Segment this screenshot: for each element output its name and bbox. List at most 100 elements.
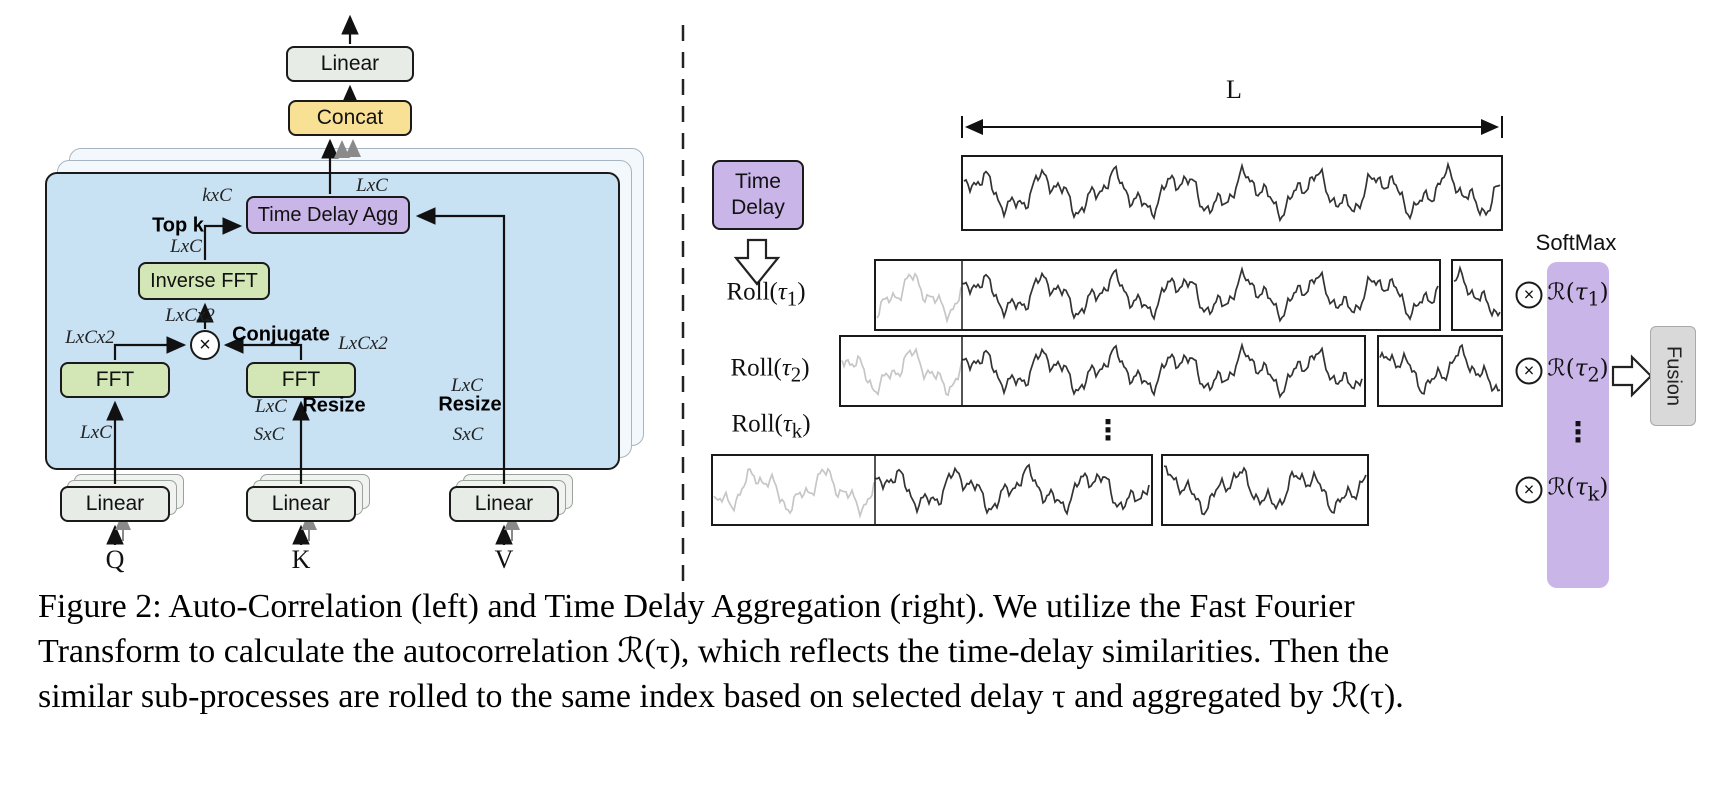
weights-ellipsis: ⋮ xyxy=(1564,416,1592,448)
caption-line-3: similar sub-processes are rolled to the … xyxy=(38,678,1404,715)
label-lxc-ifft: LxC xyxy=(170,236,202,257)
tau-subscript: 1 xyxy=(1587,287,1600,311)
waveform-path xyxy=(841,347,963,397)
weight-multiply-node-2: × xyxy=(1515,357,1543,385)
label-conjugate: Conjugate xyxy=(232,323,330,346)
concat-box: Concat xyxy=(288,100,412,136)
output-linear-box: Linear xyxy=(286,46,414,82)
label-sxc-k: SxC xyxy=(253,424,285,445)
softmax-label: SoftMax xyxy=(1535,230,1617,255)
query-label: Q xyxy=(105,545,125,574)
length-label: L xyxy=(1226,75,1242,104)
paren: ) xyxy=(1599,474,1609,501)
tau-subscript: 1 xyxy=(786,286,798,311)
fftq-to-mult-arrow xyxy=(113,336,187,360)
label-lxc-q: LxC xyxy=(80,422,112,443)
roll-word: Roll( xyxy=(726,278,778,306)
tau-symbol: τ xyxy=(782,410,792,438)
roll-word: Roll( xyxy=(730,354,782,382)
value-label: V xyxy=(494,545,514,574)
autocorrelation-weight-1: ℛ(τ1) xyxy=(1547,280,1608,311)
waveform-path xyxy=(961,341,1363,399)
label-top-k: Top k xyxy=(152,214,204,237)
label-lxc-output: LxC xyxy=(356,175,388,196)
inverse-fft-box: Inverse FFT xyxy=(138,262,270,300)
paren: ) xyxy=(801,354,810,382)
roll-label-1: Roll(τ1) xyxy=(726,279,805,312)
r-word: ℛ( xyxy=(1547,355,1575,382)
topk-arrow xyxy=(203,217,243,260)
paren: ) xyxy=(797,278,806,306)
label-sxc-v: SxC xyxy=(452,424,484,445)
series-box xyxy=(961,155,1503,231)
time-delay-agg-box: Time Delay Agg xyxy=(246,196,410,234)
paren: ) xyxy=(1599,355,1609,382)
tau-symbol: τ xyxy=(781,354,791,382)
label-lxc-v: LxC xyxy=(451,375,483,396)
autocorrelation-weight-2: ℛ(τ2) xyxy=(1547,356,1608,387)
linear-k-box: Linear xyxy=(246,486,356,522)
roll-label-2: Roll(τ2) xyxy=(730,355,809,388)
paren: ) xyxy=(1599,279,1609,306)
fftk-to-mult-arrow xyxy=(223,336,303,360)
fusion-box: Fusion xyxy=(1650,326,1696,426)
time-delay-badge: Time Delay xyxy=(712,160,804,230)
rows-ellipsis: ⋮ xyxy=(1094,414,1122,446)
label-lxcx2-k: LxCx2 xyxy=(338,333,388,354)
waveform-path xyxy=(1379,343,1501,395)
tau-symbol: τ xyxy=(1574,279,1588,306)
label-lxcx2-mult: LxCx2 xyxy=(165,305,215,326)
autocorrelation-weight-k: ℛ(τk) xyxy=(1548,475,1609,506)
softmax-panel xyxy=(1547,262,1609,588)
waveform-path xyxy=(713,467,875,519)
tau-subscript: k xyxy=(1587,482,1600,506)
paren: ) xyxy=(802,410,811,438)
tau-subscript: 2 xyxy=(790,362,802,387)
series-box xyxy=(839,335,1366,407)
waveform-path xyxy=(874,463,1150,516)
key-label: K xyxy=(291,545,311,574)
waveform-path xyxy=(876,272,962,324)
waveform-path xyxy=(1453,265,1501,318)
flow-arrows xyxy=(106,14,513,545)
tau-symbol: τ xyxy=(777,278,787,306)
series-box xyxy=(711,454,1153,526)
label-lxcx2-q: LxCx2 xyxy=(65,327,115,348)
waveform-path xyxy=(961,265,1439,323)
series-box xyxy=(874,259,1441,331)
conjugate-multiply-node: × xyxy=(190,330,220,360)
fft-k-box: FFT xyxy=(246,362,356,398)
figure-caption: Figure 2: Auto-Correlation (left) and Ti… xyxy=(38,584,1708,719)
tau-symbol: τ xyxy=(1574,355,1588,382)
time-delay-down-arrow-icon xyxy=(733,238,781,286)
roll-label-k: Roll(τk) xyxy=(731,411,810,444)
tau-symbol: τ xyxy=(1575,474,1588,501)
fft-q-box: FFT xyxy=(60,362,170,398)
time-delay-line2: Delay xyxy=(731,196,785,219)
series-box xyxy=(1451,259,1503,331)
label-lxc-k: LxC xyxy=(255,396,287,417)
series-waveforms xyxy=(711,155,1503,526)
roll-word: Roll( xyxy=(731,410,783,438)
time-delay-line1: Time xyxy=(735,169,781,193)
r-word: ℛ( xyxy=(1547,474,1575,501)
series-box xyxy=(1161,454,1369,526)
label-kxc: kxC xyxy=(202,185,232,206)
waveform-path xyxy=(963,161,1501,223)
linear-q-box: Linear xyxy=(60,486,170,522)
linear-v-box: Linear xyxy=(449,486,559,522)
weight-multiply-node-1: × xyxy=(1515,281,1543,309)
tau-subscript: 2 xyxy=(1587,363,1600,387)
tau-subscript: k xyxy=(791,418,803,443)
caption-line-2: Transform to calculate the autocorrelati… xyxy=(38,633,1390,670)
label-resize-k: Resize xyxy=(302,394,366,417)
label-resize-v: Resize xyxy=(438,393,502,416)
weight-multiply-node-k: × xyxy=(1515,476,1543,504)
length-dimension xyxy=(961,116,1503,138)
v-to-tda-arrow xyxy=(415,207,506,484)
fusion-arrow-icon xyxy=(1611,354,1653,398)
r-word: ℛ( xyxy=(1547,279,1575,306)
caption-line-1: Figure 2: Auto-Correlation (left) and Ti… xyxy=(38,588,1355,625)
